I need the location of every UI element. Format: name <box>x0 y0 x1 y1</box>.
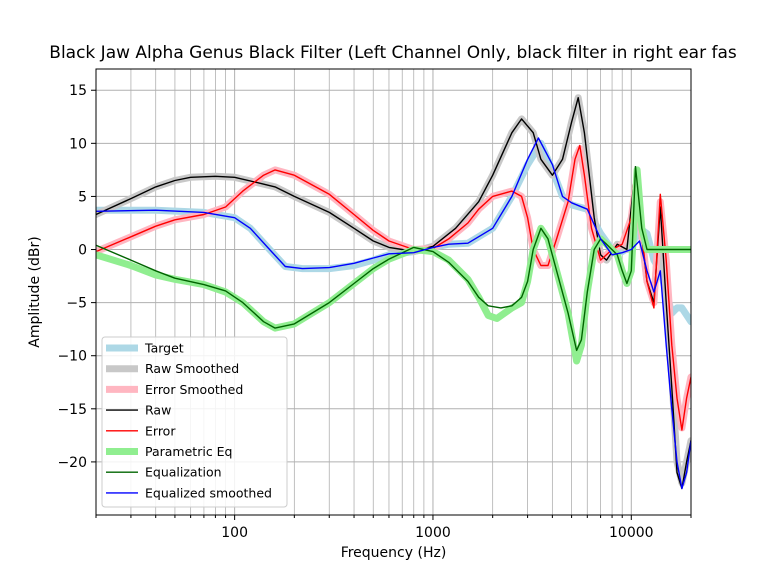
y-tick-label: −20 <box>57 455 87 471</box>
y-tick-label: 5 <box>78 189 87 205</box>
legend-label-target: Target <box>144 341 184 356</box>
x-axis-label: Frequency (Hz) <box>341 545 447 561</box>
legend-label-equalization: Equalization <box>145 465 222 480</box>
y-tick-label: −10 <box>57 349 87 365</box>
y-axis-label: Amplitude (dBr) <box>27 236 43 347</box>
legend-label-raw: Raw <box>145 403 171 418</box>
y-tick-label: −15 <box>57 402 87 418</box>
series-raw <box>96 96 691 490</box>
legend-label-raw-smoothed: Raw Smoothed <box>145 361 239 376</box>
x-tick-label: 1000 <box>415 525 451 541</box>
y-tick-label: 0 <box>78 243 87 259</box>
legend: Target Raw Smoothed Error Smoothed Raw Error… <box>101 336 288 508</box>
legend-label-parametric-eq: Parametric Eq <box>145 444 233 459</box>
axis-ticks: 15 10 5 0 −5 −10 −15 −20 100 1000 10000 <box>57 83 692 541</box>
legend-box <box>101 336 288 508</box>
legend-label-equalized-smoothed: Equalized smoothed <box>145 485 272 500</box>
chart-title: Black Jaw Alpha Genus Black Filter (Left… <box>49 43 737 63</box>
series-equalized-smoothed <box>96 137 691 490</box>
y-tick-label: 10 <box>69 136 87 152</box>
legend-label-error: Error <box>145 423 176 438</box>
series-layer <box>96 94 691 490</box>
legend-label-error-smoothed: Error Smoothed <box>145 382 243 397</box>
y-tick-label: 15 <box>69 83 87 99</box>
plot-frame <box>95 68 692 516</box>
y-tick-label: −5 <box>66 296 87 312</box>
x-tick-label: 10000 <box>609 525 654 541</box>
x-tick-label: 100 <box>221 525 248 541</box>
series-equalization <box>96 165 691 352</box>
